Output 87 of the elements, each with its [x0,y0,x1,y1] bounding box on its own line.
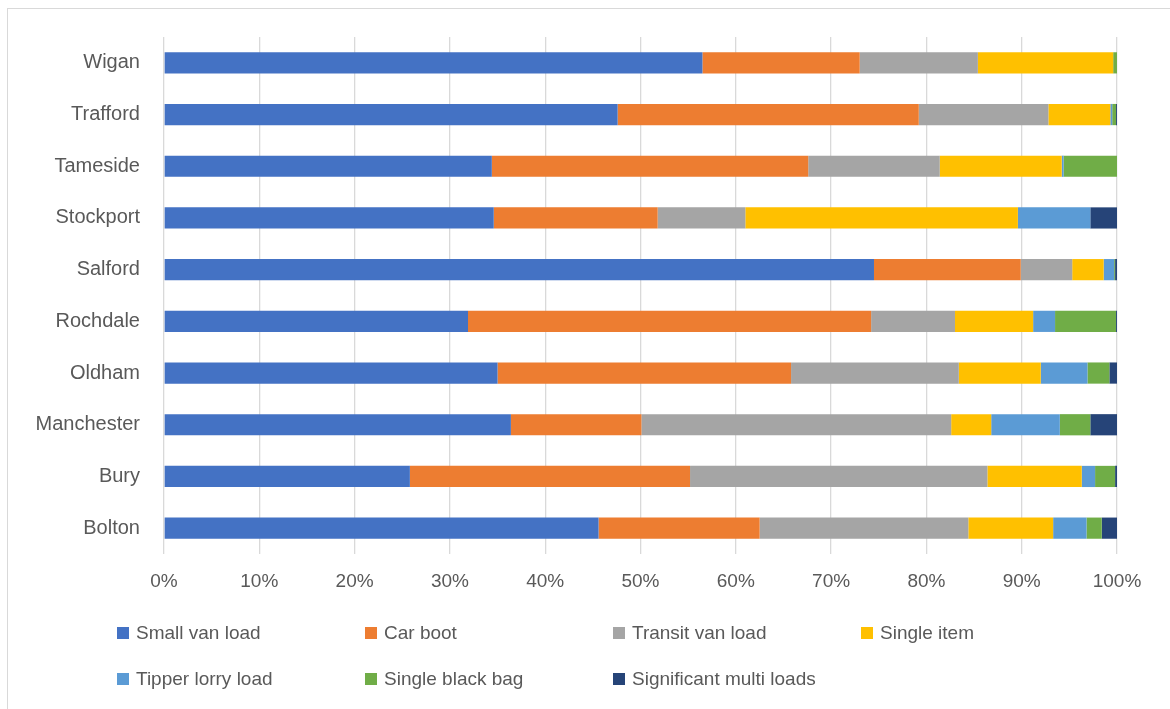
legend-label: Significant multi loads [632,668,816,690]
bar [468,310,872,332]
x-tick-label: 60% [716,569,755,591]
y-tick-label: Stockport [55,205,141,228]
bar [1048,103,1111,126]
bar [1053,517,1087,539]
bar [617,103,919,126]
bar [1109,362,1117,384]
y-tick-label: Manchester [35,412,141,435]
bar [1072,259,1104,281]
bar [1112,103,1117,126]
bar [164,52,703,74]
bar [918,103,1049,126]
legend-label: Car boot [384,622,457,644]
bar [702,52,860,74]
bar [977,52,1114,74]
x-tick-label: 10% [240,569,279,591]
y-tick-label: Salford [76,257,140,280]
bar [1090,207,1117,229]
bar [510,414,642,436]
x-tick-label: 100% [1092,569,1142,591]
bar [641,414,952,436]
bar [951,414,992,436]
bar [791,362,959,384]
bar [1020,259,1073,281]
bar [164,362,498,384]
bar [409,465,691,488]
x-tick-label: 80% [907,569,946,591]
bar [1033,310,1056,332]
y-tick-label: Bury [98,463,140,486]
bar [164,517,599,539]
bar [759,517,969,539]
bar [164,310,469,332]
bar [493,207,658,229]
bar [497,362,792,384]
bar [598,517,760,539]
bar [958,362,1041,384]
bar [657,207,746,229]
x-tick-label: 50% [621,569,660,591]
bar [991,414,1060,436]
x-tick-label: 0% [150,569,178,591]
x-tick-label: 70% [812,569,851,591]
bar [1087,362,1110,384]
bar [873,259,1021,281]
x-tick-label: 90% [1002,569,1041,591]
y-tick-label: Tameside [54,153,140,176]
legend-label: Single black bag [384,668,524,690]
bar [164,465,410,488]
x-tick-label: 20% [335,569,374,591]
bar [1090,414,1117,436]
bar [164,259,874,281]
bar [859,52,978,74]
x-tick-label: 30% [430,569,470,591]
y-tick-label: Trafford [71,102,140,125]
bar [1055,310,1117,332]
bar [939,155,1062,177]
bar [690,465,988,488]
bar [1095,465,1116,488]
bar [164,207,494,229]
bar [1017,207,1091,229]
bar [954,310,1034,332]
bar [745,207,1018,229]
bar [808,155,940,177]
y-tick-label: Oldham [69,360,140,383]
bar [1059,414,1091,436]
bar [1113,52,1117,74]
bar [164,155,492,177]
bar [1086,517,1102,539]
legend-label: Tipper lorry load [136,668,273,690]
bar [164,103,618,126]
x-tick-label: 40% [526,569,565,591]
bar [1040,362,1088,384]
bar [1103,259,1115,281]
bar [987,465,1082,488]
bar [1063,155,1117,177]
bar [1101,517,1117,539]
y-tick-label: Rochdale [55,308,140,331]
bar [1081,465,1096,488]
y-tick-label: Bolton [83,515,140,538]
legend-label: Transit van load [632,622,767,644]
bar [871,310,955,332]
y-tick-label: Wigan [83,50,140,73]
bar [491,155,809,177]
legend-label: Small van load [136,622,261,644]
bar [164,414,511,436]
legend-label: Single item [880,622,974,644]
bar [968,517,1054,539]
